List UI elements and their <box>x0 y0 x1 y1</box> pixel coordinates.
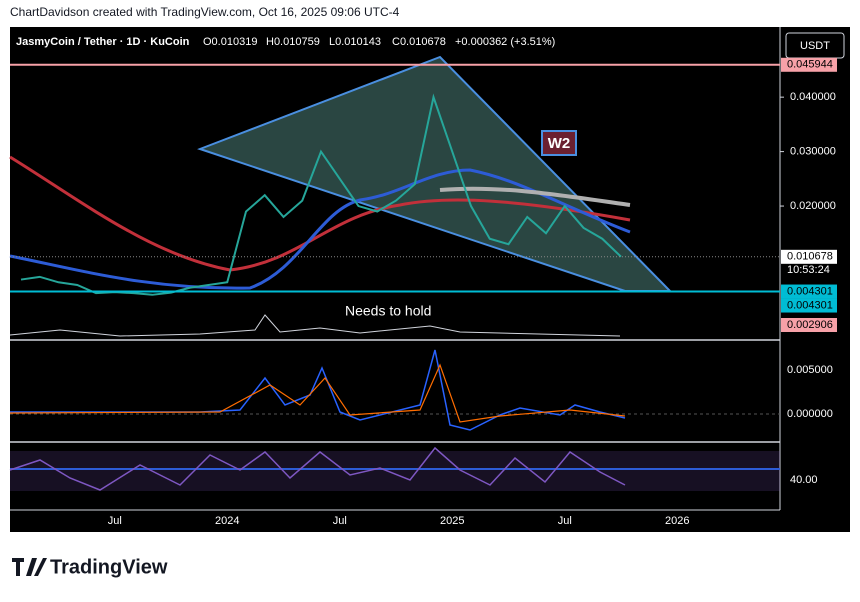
footer-logo: TradingView <box>50 556 168 578</box>
moving-average <box>9 155 631 272</box>
rsi-band <box>10 451 780 491</box>
x-tick-label: Jul <box>108 515 122 527</box>
x-tick-label: Jul <box>333 515 347 527</box>
moving-average <box>9 168 631 290</box>
change: +0.000362 (+3.51%) <box>455 36 555 48</box>
annotation: Needs to hold <box>345 303 431 319</box>
header: ChartDavidson created with TradingView.c… <box>10 5 400 19</box>
macd-line <box>10 349 626 431</box>
rsi-line <box>9 446 626 491</box>
y-tick-label: 0.040000 <box>790 91 836 103</box>
price-badge <box>781 318 837 332</box>
price-badge <box>781 284 837 299</box>
ohlc: H0.010759 <box>266 36 320 48</box>
price-badge <box>781 298 837 313</box>
rsi-tick: 40.00 <box>790 474 818 486</box>
price-label: 0.004301 <box>787 285 833 297</box>
price-label: 0.010678 <box>787 251 833 263</box>
annotation: W2 <box>548 135 571 152</box>
countdown: 10:53:24 <box>787 264 830 276</box>
moving-average <box>439 186 631 207</box>
volume-line <box>9 314 621 337</box>
annotation-box <box>541 130 577 156</box>
x-tick-label: Jul <box>558 515 572 527</box>
currency[interactable]: USDT <box>800 40 830 52</box>
price-label: 0.004301 <box>787 299 833 311</box>
price-badge <box>781 57 837 72</box>
ohlc: O0.010319 <box>203 36 257 48</box>
x-tick-label: 2026 <box>665 515 689 527</box>
signal-line <box>9 363 626 423</box>
y-tick-label: 0.030000 <box>790 146 836 158</box>
macd-tick: 0.005000 <box>787 364 833 376</box>
price-badge <box>781 249 837 264</box>
logo-icon <box>12 558 47 576</box>
price-label: 0.045944 <box>787 59 833 71</box>
price-label: 0.002906 <box>787 319 833 331</box>
x-tick-label: 2025 <box>440 515 464 527</box>
symbol-title: JasmyCoin / Tether · 1D · KuCoin <box>16 36 190 48</box>
y-tick-label: 0.020000 <box>790 200 836 212</box>
macd-tick: 0.000000 <box>787 408 833 420</box>
ohlc: L0.010143 <box>329 36 381 48</box>
x-tick-label: 2024 <box>215 515 239 527</box>
ohlc: C0.010678 <box>392 36 446 48</box>
